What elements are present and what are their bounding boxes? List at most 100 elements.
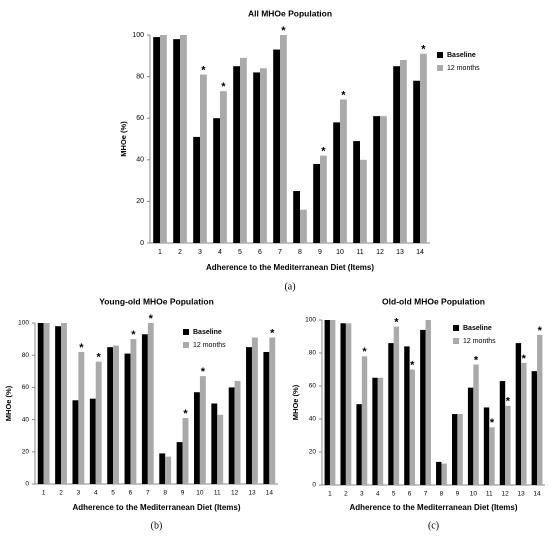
significance-marker: * — [221, 81, 226, 93]
bar — [413, 80, 420, 243]
bar — [147, 323, 154, 484]
legend-label: Baseline — [463, 325, 492, 332]
x-tick-label: 1 — [42, 490, 46, 497]
bar — [280, 35, 287, 243]
x-tick-label: 12 — [376, 249, 384, 256]
significance-marker: * — [394, 317, 399, 329]
bar — [293, 191, 300, 243]
x-tick-label: 9 — [318, 249, 322, 256]
bar — [420, 53, 427, 243]
bar — [253, 72, 260, 243]
bar — [393, 326, 400, 485]
x-tick-label: 6 — [408, 491, 412, 498]
significance-marker: * — [131, 329, 136, 341]
x-tick-label: 12 — [231, 490, 239, 497]
legend-swatch — [453, 338, 459, 344]
y-axis-label: MHOe (%) — [119, 121, 128, 157]
bar — [180, 35, 187, 243]
bar — [240, 57, 247, 243]
bar — [531, 371, 538, 485]
y-tick-label: 40 — [309, 416, 317, 423]
significance-marker: * — [201, 366, 206, 378]
bar — [193, 392, 200, 484]
legend-label: 12 months — [447, 65, 480, 72]
significance-marker: * — [538, 325, 543, 337]
legend-label: 12 months — [193, 342, 226, 349]
bar — [251, 337, 258, 484]
bar — [409, 369, 416, 485]
bar — [537, 334, 543, 485]
significance-marker: * — [201, 64, 206, 76]
y-tick-label: 20 — [136, 198, 144, 205]
x-tick-label: 4 — [94, 490, 98, 497]
bar — [324, 320, 330, 485]
bar — [220, 91, 227, 243]
y-tick-label: 80 — [136, 73, 144, 80]
x-tick-label: 1 — [328, 491, 332, 498]
legend-swatch — [183, 329, 189, 335]
x-axis-label: Adherence to the Mediterranean Diet (Ite… — [206, 263, 374, 272]
bar — [130, 339, 137, 484]
bar — [333, 122, 340, 243]
bar — [165, 456, 172, 484]
legend-label: Baseline — [447, 52, 476, 59]
bar — [340, 99, 347, 243]
x-tick-label: 4 — [218, 249, 222, 256]
x-tick-label: 8 — [440, 491, 444, 498]
bar — [173, 39, 180, 243]
bar — [263, 351, 270, 484]
x-tick-label: 12 — [502, 491, 510, 498]
bar — [340, 323, 346, 485]
bar — [361, 356, 368, 485]
bar — [360, 159, 367, 243]
bar — [420, 329, 426, 485]
bar — [153, 37, 160, 243]
x-tick-label: 5 — [111, 490, 115, 497]
significance-marker: * — [97, 352, 102, 364]
y-tick-label: 100 — [18, 320, 29, 327]
bar — [78, 351, 85, 484]
y-tick-label: 80 — [22, 352, 30, 359]
x-tick-label: 11 — [214, 490, 221, 497]
bar — [373, 116, 380, 243]
bar — [483, 407, 490, 485]
bar — [388, 343, 394, 485]
bar — [377, 377, 384, 485]
y-tick-label: 20 — [22, 449, 30, 456]
x-tick-label: 3 — [77, 490, 81, 497]
x-tick-label: 6 — [258, 249, 262, 256]
bar — [467, 387, 474, 485]
y-tick-label: 0 — [312, 482, 316, 489]
x-tick-label: 2 — [59, 490, 63, 497]
x-tick-label: 5 — [238, 249, 242, 256]
x-tick-label: 3 — [360, 491, 364, 498]
x-axis-label: Adherence to the Mediterranean Diet (Ite… — [72, 503, 240, 512]
y-tick-label: 60 — [309, 383, 317, 390]
caption: (a) — [284, 281, 295, 292]
bar — [269, 337, 276, 484]
y-axis-label: MHOe (%) — [291, 384, 300, 420]
x-tick-label: 7 — [278, 249, 282, 256]
bar — [353, 141, 360, 243]
y-tick-label: 60 — [136, 115, 144, 122]
y-tick-label: 100 — [132, 32, 144, 39]
significance-marker: * — [183, 408, 188, 420]
significance-marker: * — [270, 327, 275, 339]
x-tick-label: 14 — [266, 490, 274, 497]
bar — [441, 463, 447, 485]
legend-swatch — [437, 65, 443, 71]
x-tick-label: 10 — [336, 249, 344, 256]
legend-swatch — [183, 342, 189, 348]
significance-marker: * — [410, 359, 415, 371]
bar — [393, 66, 400, 243]
x-tick-label: 11 — [356, 249, 363, 256]
y-tick-label: 40 — [22, 416, 30, 423]
significance-marker: * — [421, 44, 426, 56]
x-tick-label: 9 — [181, 490, 185, 497]
x-tick-label: 13 — [248, 490, 256, 497]
x-tick-label: 8 — [163, 490, 167, 497]
significance-marker: * — [79, 342, 84, 354]
bar — [400, 59, 407, 244]
y-tick-label: 0 — [140, 240, 144, 247]
